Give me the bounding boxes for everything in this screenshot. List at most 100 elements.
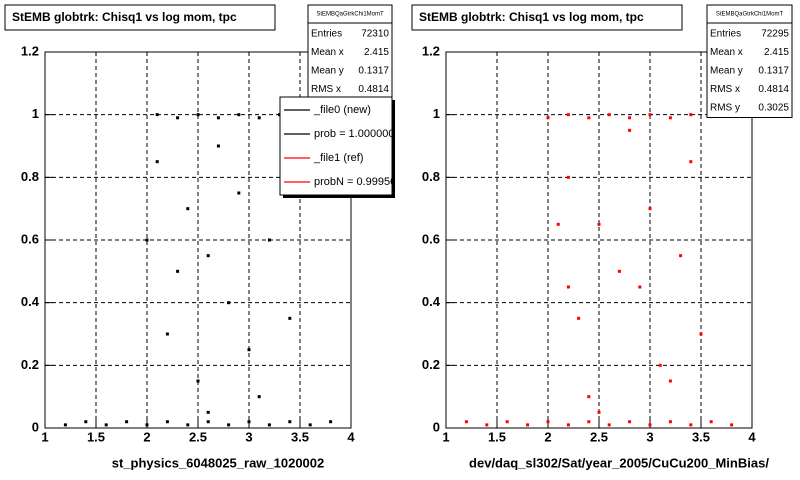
point: [196, 113, 200, 117]
point: [628, 420, 632, 424]
y-tick-label: 0.6: [422, 231, 440, 246]
stats-label: Mean y: [311, 66, 344, 77]
point: [566, 175, 570, 179]
point: [145, 423, 149, 427]
point: [206, 410, 210, 414]
stats-value: 72295: [761, 29, 789, 40]
stats-header: StEMBQaGtrkChi1MomT: [316, 12, 384, 18]
point: [566, 423, 570, 427]
x-tick-label: 3.5: [291, 429, 309, 444]
point: [648, 207, 652, 211]
point: [485, 423, 489, 427]
x-tick-label: 2: [143, 429, 150, 444]
point: [165, 420, 169, 424]
point: [668, 420, 672, 424]
chart-title: StEMB globtrk: Chisq1 vs log mom, tpc: [12, 10, 237, 24]
title-box: [411, 4, 683, 31]
legend-text: _file0 (new): [313, 104, 371, 116]
point: [206, 254, 210, 258]
point: [577, 316, 581, 320]
x-tick-label: 2.5: [189, 429, 207, 444]
x-tick-label: 2: [544, 429, 551, 444]
stats-value: 0.1317: [758, 66, 789, 77]
x-tick-label: 3.5: [692, 429, 710, 444]
chart-title: StEMB globtrk: Chisq1 vs log mom, tpc: [419, 10, 644, 24]
point: [587, 116, 591, 120]
x-tick-label: 4: [748, 429, 756, 444]
point: [227, 423, 231, 427]
point: [267, 423, 271, 427]
point: [267, 238, 271, 242]
point: [556, 222, 560, 226]
y-tick-label: 0: [32, 419, 39, 434]
legend-text: probN = 0.99950: [314, 176, 396, 188]
stats-box: [706, 4, 793, 118]
stats-header: StEMBQaGtrkChi1MomT: [716, 12, 784, 18]
point: [145, 238, 149, 242]
stats-label: RMS y: [710, 103, 740, 114]
y-tick-label: 1: [433, 106, 440, 121]
x-tick-label: 2.5: [590, 429, 608, 444]
point: [648, 423, 652, 427]
y-tick-label: 0.2: [21, 357, 39, 372]
point: [587, 395, 591, 399]
point: [546, 420, 550, 424]
point: [464, 420, 468, 424]
point: [104, 423, 108, 427]
point: [165, 332, 169, 336]
point: [689, 160, 693, 164]
y-tick-label: 0.4: [21, 294, 40, 309]
y-tick-label: 0.2: [422, 357, 440, 372]
legend-box: [279, 96, 393, 196]
y-tick-label: 0: [433, 419, 440, 434]
stats-value: 0.3025: [758, 103, 789, 114]
stats-value: 0.1317: [358, 66, 389, 77]
point: [329, 420, 333, 424]
point: [196, 379, 200, 383]
point: [155, 113, 159, 117]
title-box: [4, 4, 276, 31]
stats-value: 0.4814: [358, 84, 389, 95]
point: [247, 348, 251, 352]
point: [526, 423, 530, 427]
y-tick-label: 1: [32, 106, 39, 121]
stats-value: 2.415: [364, 47, 389, 58]
stats-label: RMS x: [710, 84, 740, 95]
point: [638, 285, 642, 289]
x-axis-label: st_physics_6048025_raw_1020002: [112, 455, 325, 470]
point: [689, 423, 693, 427]
point: [597, 222, 601, 226]
point: [607, 113, 611, 117]
point: [186, 207, 190, 211]
x-tick-label: 1.5: [87, 429, 105, 444]
stats-value: 72310: [361, 29, 389, 40]
point: [247, 420, 251, 424]
point: [628, 128, 632, 132]
stats-label: Entries: [311, 29, 342, 40]
legend-text: _file1 (ref): [313, 152, 364, 164]
point: [257, 395, 261, 399]
point: [237, 191, 241, 195]
point: [668, 379, 672, 383]
stats-label: RMS x: [311, 84, 341, 95]
point: [566, 285, 570, 289]
point: [84, 420, 88, 424]
point: [566, 113, 570, 117]
point: [216, 144, 220, 148]
x-tick-label: 4: [347, 429, 355, 444]
x-tick-label: 3: [245, 429, 252, 444]
x-tick-label: 1: [41, 429, 48, 444]
point: [648, 113, 652, 117]
stats-box: [307, 4, 393, 100]
x-tick-label: 1: [442, 429, 449, 444]
point: [689, 113, 693, 117]
y-tick-label: 0.8: [21, 169, 39, 184]
point: [587, 420, 591, 424]
point: [155, 160, 159, 164]
point: [597, 410, 601, 414]
point: [628, 116, 632, 120]
point: [63, 423, 67, 427]
point: [617, 269, 621, 273]
point: [288, 316, 292, 320]
point: [176, 269, 180, 273]
